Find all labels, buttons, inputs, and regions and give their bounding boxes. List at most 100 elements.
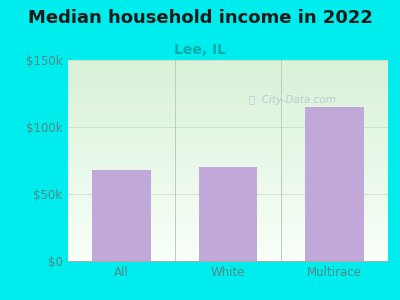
Bar [68, 116, 388, 117]
Bar [68, 192, 388, 193]
Bar [68, 189, 388, 190]
Bar [68, 249, 388, 250]
Text: Median household income in 2022: Median household income in 2022 [28, 9, 372, 27]
Bar [68, 105, 388, 106]
Bar [68, 173, 388, 174]
Bar [68, 122, 388, 123]
Bar [68, 250, 388, 251]
Bar [68, 194, 388, 195]
Bar [68, 244, 388, 245]
Bar [68, 256, 388, 257]
Bar [68, 83, 388, 84]
Bar [68, 67, 388, 68]
Bar [68, 93, 388, 94]
Bar [68, 91, 388, 92]
Text: ⓘ  City-Data.com: ⓘ City-Data.com [248, 95, 336, 105]
Bar [68, 207, 388, 208]
Bar [68, 218, 388, 219]
Bar [92, 170, 151, 261]
Bar [68, 132, 388, 133]
Bar [68, 120, 388, 121]
Bar [68, 165, 388, 166]
Bar [68, 168, 388, 169]
Bar [68, 167, 388, 168]
Bar [68, 155, 388, 156]
Bar [68, 195, 388, 196]
Bar [68, 84, 388, 85]
Bar [68, 138, 388, 139]
Bar [68, 188, 388, 189]
Bar [68, 226, 388, 227]
Bar [68, 199, 388, 200]
Bar [68, 180, 388, 181]
Bar [68, 208, 388, 209]
Bar [68, 158, 388, 159]
Bar [68, 198, 388, 199]
Bar [68, 235, 388, 236]
Bar [68, 159, 388, 160]
Bar [68, 144, 388, 145]
Bar [68, 172, 388, 173]
Bar [68, 154, 388, 155]
Bar [68, 253, 388, 254]
Bar [68, 223, 388, 224]
Bar [68, 212, 388, 213]
Bar [68, 142, 388, 143]
Bar [68, 102, 388, 103]
Bar [68, 69, 388, 70]
Bar [68, 88, 388, 89]
Bar [68, 164, 388, 165]
Bar [68, 75, 388, 76]
Bar [68, 77, 388, 78]
Bar [68, 251, 388, 252]
Bar [68, 237, 388, 238]
Bar [68, 125, 388, 126]
Bar [68, 101, 388, 102]
Bar [68, 193, 388, 194]
Bar [68, 233, 388, 234]
Bar [68, 94, 388, 95]
Bar [68, 146, 388, 147]
Bar [68, 157, 388, 158]
Bar [68, 211, 388, 212]
Bar [68, 72, 388, 73]
Bar [68, 126, 388, 127]
Bar [68, 219, 388, 220]
Bar [68, 239, 388, 240]
Bar [68, 191, 388, 192]
Bar [68, 242, 388, 243]
Bar [68, 213, 388, 214]
Bar [68, 70, 388, 71]
Bar [68, 190, 388, 191]
Bar [68, 247, 388, 248]
Bar [68, 217, 388, 218]
Bar [68, 98, 388, 99]
Bar [68, 108, 388, 109]
Bar [68, 248, 388, 249]
Bar [68, 112, 388, 113]
Bar [68, 259, 388, 260]
Bar [68, 186, 388, 187]
Bar [68, 227, 388, 228]
Bar [68, 225, 388, 226]
Bar [68, 258, 388, 259]
Bar [68, 169, 388, 170]
Bar [68, 148, 388, 149]
Bar [68, 117, 388, 118]
Bar [68, 81, 388, 82]
Bar [68, 210, 388, 211]
Bar [68, 260, 388, 261]
Bar [68, 150, 388, 151]
Bar [68, 241, 388, 242]
Bar [68, 62, 388, 63]
Bar [68, 61, 388, 62]
Bar [68, 230, 388, 231]
Bar [68, 204, 388, 205]
Bar [68, 170, 388, 171]
Bar [68, 141, 388, 142]
Bar [68, 78, 388, 79]
Bar [68, 182, 388, 183]
Bar [68, 145, 388, 146]
Bar [68, 74, 388, 75]
Bar [68, 174, 388, 175]
